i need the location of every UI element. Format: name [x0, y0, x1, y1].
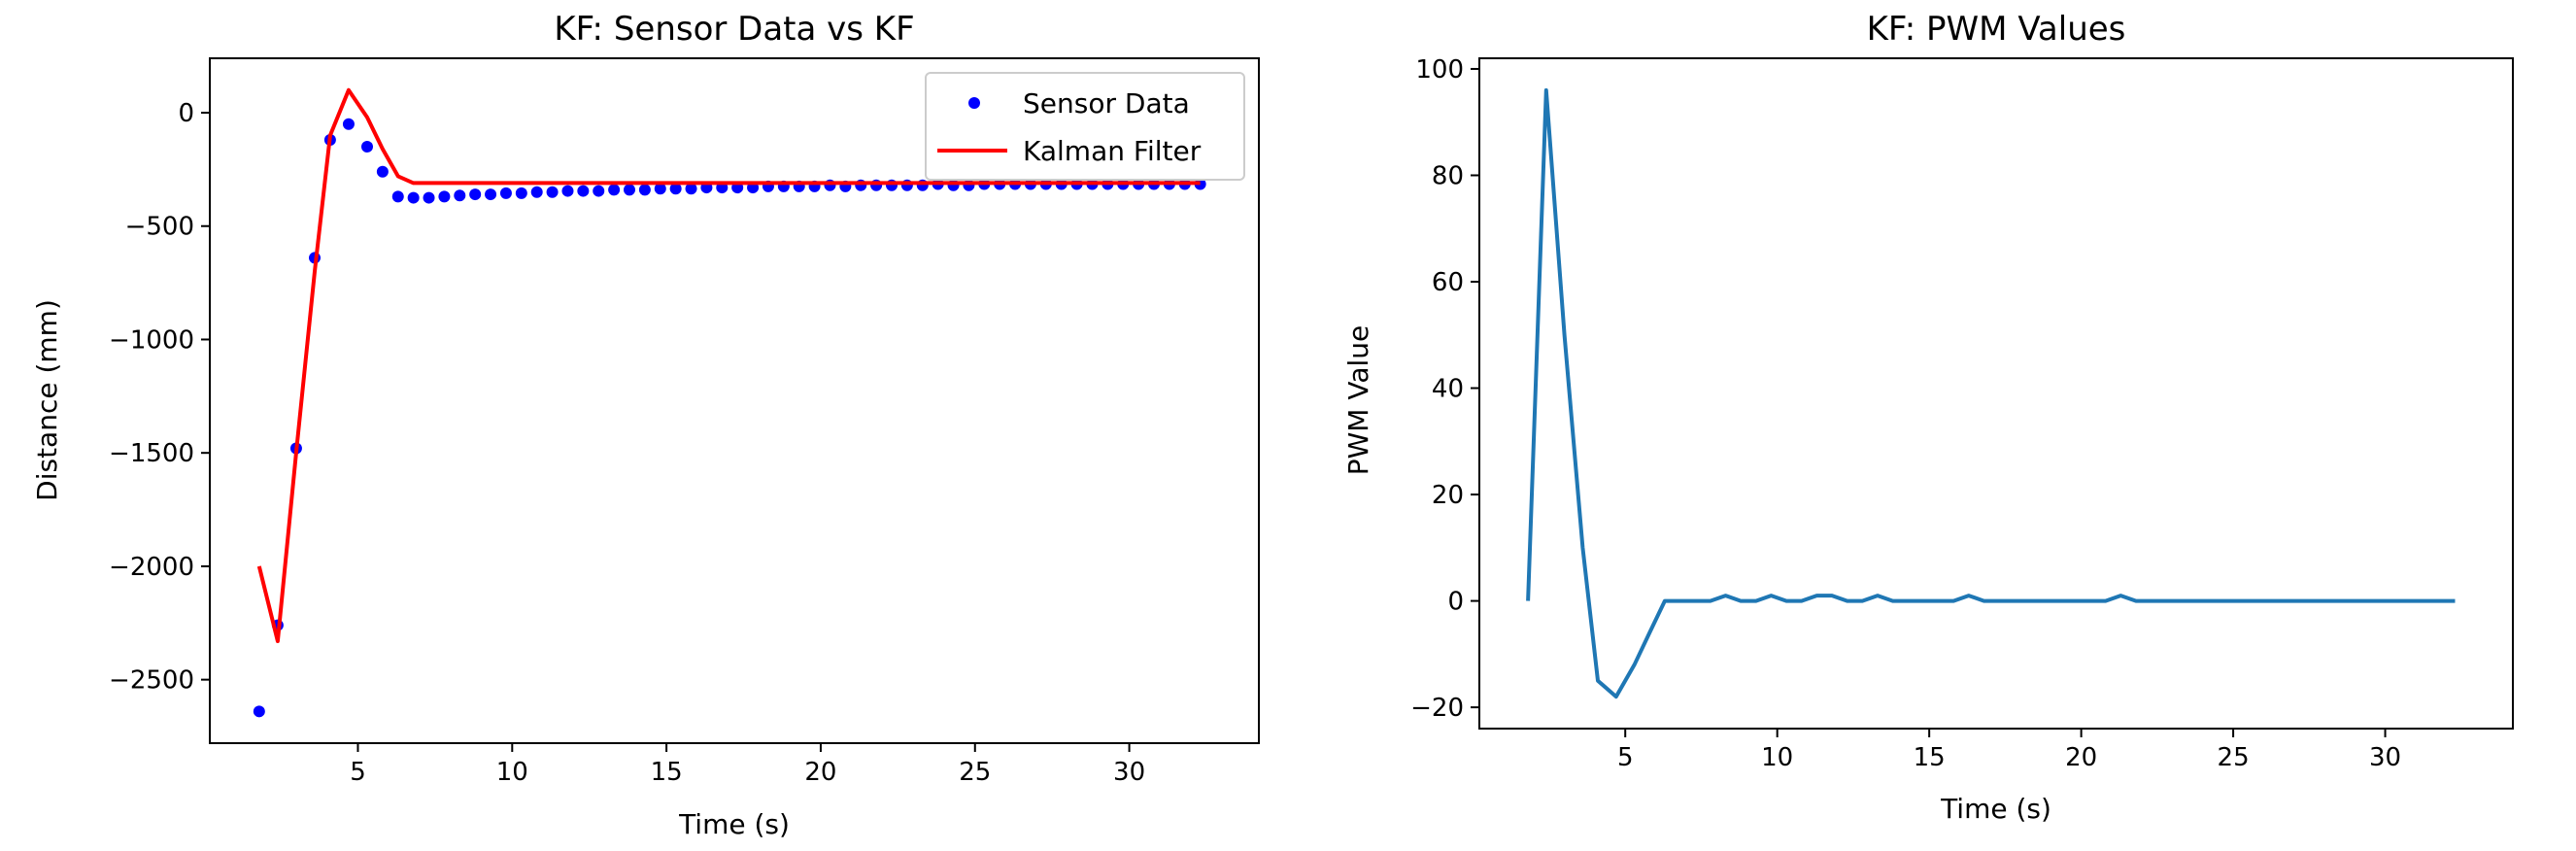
- kalman-filter-line: [256, 87, 1201, 643]
- legend-marker-sensor-data: [968, 97, 980, 109]
- x-axis-label: Time (s): [678, 808, 790, 840]
- y-tick-label: −20: [1410, 694, 1464, 723]
- x-tick-label: 30: [1113, 758, 1145, 787]
- sensor-data-point: [546, 186, 559, 198]
- y-tick-label: −500: [125, 213, 194, 242]
- sensor-data-point: [423, 191, 435, 204]
- sensor-data-point: [593, 185, 605, 197]
- plot-area: [1478, 57, 2514, 730]
- sensor-data-point: [253, 705, 265, 718]
- sensor-vs-kf-chart: KF: Sensor Data vs KF 5 10 15 20 25 30 0 −500 −1…: [31, 10, 1260, 840]
- sensor-data-point: [499, 187, 512, 199]
- x-tick-label: 20: [2065, 743, 2097, 772]
- sensor-data-point: [515, 187, 527, 199]
- x-tick-label: 25: [959, 758, 991, 787]
- mark-layer: [253, 87, 1206, 718]
- sensor-data-point: [391, 190, 404, 203]
- pwm-values-chart: KF: PWM Values 5 10 15 20 25 30 100 80 60 40 20 0 −2…: [1342, 10, 2514, 825]
- x-tick-label: 20: [804, 758, 836, 787]
- sensor-data-point: [485, 188, 497, 201]
- y-tick-label: 80: [1432, 161, 1464, 190]
- y-axis-label: Distance (mm): [31, 299, 63, 501]
- series-0-line: [1526, 87, 2456, 699]
- sensor-data-point: [469, 188, 482, 201]
- x-tick-label: 5: [1617, 743, 1634, 772]
- sensor-data-point: [654, 183, 666, 195]
- tick-layer: 5 10 15 20 25 30 0 −500 −1000 −1500 −2000 −2500: [109, 99, 1145, 787]
- y-axis-label: PWM Value: [1342, 325, 1374, 476]
- y-tick-label: 60: [1432, 268, 1464, 297]
- sensor-data-point: [454, 189, 466, 202]
- y-tick-label: −1500: [109, 439, 194, 468]
- y-tick-label: −2000: [109, 553, 194, 582]
- y-tick-label: 0: [178, 99, 194, 128]
- y-tick-label: 40: [1432, 375, 1464, 404]
- sensor-data-point: [407, 191, 420, 204]
- sensor-data-point: [669, 183, 682, 195]
- x-tick-label: 15: [1914, 743, 1946, 772]
- y-tick-label: −2500: [109, 666, 194, 696]
- mark-layer: [1526, 87, 2456, 699]
- sensor-data-point: [608, 184, 621, 196]
- chart-title: KF: PWM Values: [1867, 10, 2126, 49]
- x-tick-label: 10: [496, 758, 528, 787]
- y-tick-label: 100: [1415, 55, 1464, 85]
- y-tick-label: 20: [1432, 481, 1464, 510]
- sensor-data-point: [624, 184, 635, 196]
- sensor-data-point: [376, 165, 389, 178]
- x-axis-label: Time (s): [1940, 793, 2051, 825]
- sensor-data-point: [638, 184, 651, 196]
- tick-layer: 5 10 15 20 25 30 100 80 60 40 20 0 −20: [1410, 55, 2401, 772]
- x-tick-label: 25: [2218, 743, 2250, 772]
- sensor-data-point: [342, 118, 355, 130]
- legend-label-kalman-filter: Kalman Filter: [1023, 135, 1202, 167]
- sensor-data-point: [530, 186, 543, 198]
- x-tick-label: 30: [2369, 743, 2401, 772]
- x-tick-label: 15: [651, 758, 683, 787]
- chart-title: KF: Sensor Data vs KF: [554, 10, 914, 49]
- legend-label-sensor-data: Sensor Data: [1023, 87, 1190, 119]
- legend: Sensor Data Kalman Filter: [925, 72, 1245, 181]
- x-tick-label: 5: [350, 758, 366, 787]
- y-tick-label: 0: [1447, 588, 1464, 617]
- sensor-data-point: [361, 141, 373, 153]
- legend-box: [925, 72, 1245, 181]
- x-tick-label: 10: [1761, 743, 1793, 772]
- sensor-data-point: [577, 185, 590, 197]
- sensor-data-point: [561, 185, 574, 197]
- sensor-data-point: [685, 183, 697, 195]
- y-tick-label: −1000: [109, 325, 194, 355]
- sensor-data-point: [438, 190, 451, 203]
